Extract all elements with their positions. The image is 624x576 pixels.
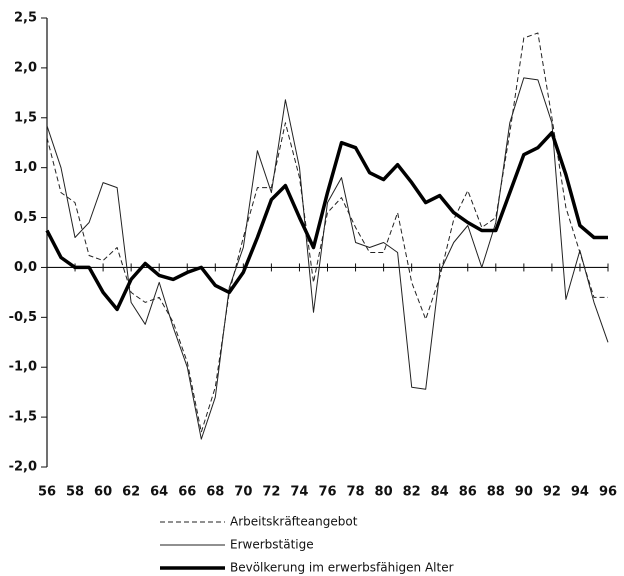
x-tick-label: 60 <box>94 485 112 500</box>
y-tick-label: 2,5 <box>14 11 37 26</box>
series-line <box>46 77 609 440</box>
y-tick-label: 2,0 <box>14 60 37 75</box>
y-tick-label: 0,5 <box>14 210 37 225</box>
y-tick-label: 1,0 <box>14 160 37 175</box>
x-tick-label: 80 <box>375 485 393 500</box>
x-tick-label: 94 <box>571 485 589 500</box>
x-tick-label: 74 <box>290 485 308 500</box>
series-line <box>45 130 608 312</box>
x-tick-label: 68 <box>206 485 224 500</box>
x-tick-label: 62 <box>122 485 140 500</box>
x-tick-label: 96 <box>599 485 617 500</box>
x-tick-label: 86 <box>459 485 477 500</box>
y-tick-label: -1,5 <box>9 410 37 425</box>
x-tick-label: 82 <box>403 485 421 500</box>
y-tick-label: -0,5 <box>9 310 37 325</box>
series-line <box>46 32 608 433</box>
x-tick-label: 72 <box>262 485 280 500</box>
legend-label: Erwerbstätige <box>230 538 314 552</box>
x-tick-label: 58 <box>66 485 84 500</box>
legend-label: Arbeitskräfteangebot <box>230 515 358 529</box>
y-tick-label: -1,0 <box>9 360 37 375</box>
x-tick-label: 78 <box>347 485 365 500</box>
x-tick-label: 88 <box>487 485 505 500</box>
x-tick-label: 70 <box>234 485 252 500</box>
x-tick-label: 84 <box>431 485 449 500</box>
x-tick-label: 90 <box>515 485 533 500</box>
y-tick-label: 0,0 <box>14 260 37 275</box>
x-tick-label: 64 <box>150 485 168 500</box>
x-tick-label: 56 <box>38 485 56 500</box>
x-tick-label: 92 <box>543 485 561 500</box>
legend-label: Bevölkerung im erwerbsfähigen Alter <box>230 561 454 575</box>
x-tick-label: 76 <box>318 485 336 500</box>
x-tick-label: 66 <box>178 485 196 500</box>
y-tick-label: -2,0 <box>9 460 37 475</box>
y-tick-label: 1,5 <box>14 110 37 125</box>
